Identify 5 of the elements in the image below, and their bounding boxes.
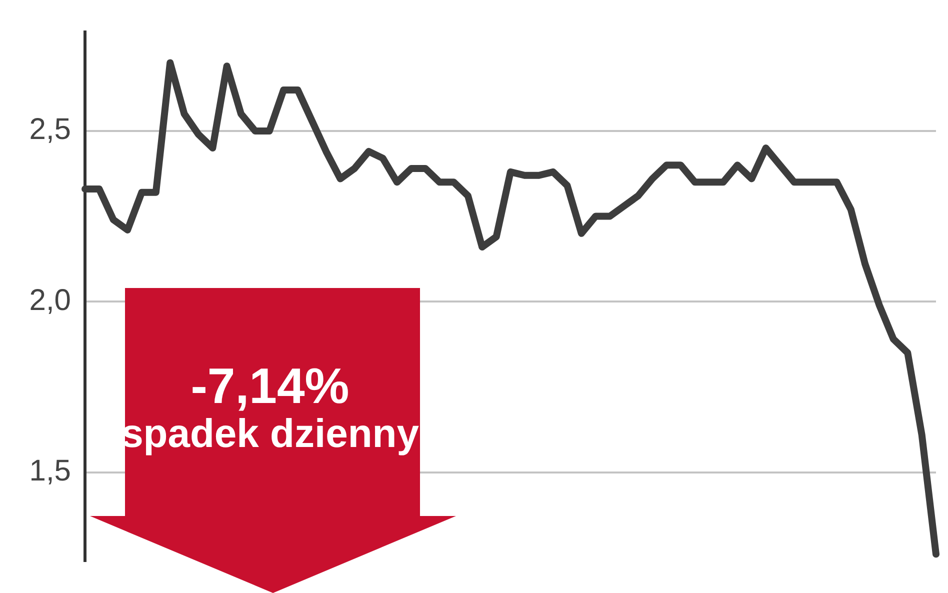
annotation: spadek dzienny: [120, 412, 420, 456]
y-tick-label: 1,5: [29, 454, 71, 488]
y-tick-label: 2,0: [29, 284, 71, 317]
y-tick-label: 2,5: [29, 113, 71, 146]
annotation: -7,14%: [190, 358, 350, 414]
